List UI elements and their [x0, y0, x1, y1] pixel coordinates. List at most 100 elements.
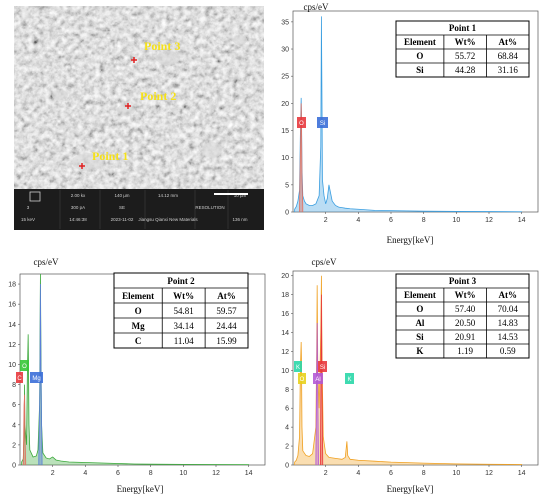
table-cell: 68.84 — [498, 51, 519, 61]
x-tick-label: 6 — [389, 217, 393, 224]
sem-info-value: 140 µm — [114, 193, 129, 198]
y-tick-label: 10 — [8, 362, 16, 369]
x-tick-label: 6 — [389, 470, 393, 477]
logo-box — [29, 191, 41, 202]
y-tick-label: 20 — [281, 101, 289, 108]
element-label: O — [299, 121, 304, 127]
table-header: At% — [217, 291, 236, 301]
y-tick-label: 4 — [285, 425, 289, 432]
table-cell: 14.53 — [498, 332, 519, 342]
point-2-label: Point 2 — [140, 89, 176, 103]
x-tick-label: 8 — [422, 470, 426, 477]
table-cell: 24.44 — [216, 321, 237, 331]
spectrum-series — [294, 275, 523, 466]
y-axis-label: cps/eV — [34, 257, 59, 267]
sem-image — [14, 6, 264, 189]
table-cell: K — [416, 346, 423, 356]
x-tick-label: 2 — [324, 470, 328, 477]
scale-bar — [214, 193, 248, 195]
element-label: Mg — [32, 376, 40, 382]
table-cell: 55.72 — [455, 51, 475, 61]
element-label-box — [317, 117, 328, 128]
y-tick-label: 5 — [285, 182, 289, 189]
y-tick-label: 16 — [8, 302, 16, 309]
table-cell: 1.19 — [457, 346, 473, 356]
element-label-box — [313, 373, 323, 384]
sem-info-value: 15 keV — [21, 217, 35, 222]
table-header: At% — [498, 37, 517, 47]
sem-info-bar — [14, 189, 264, 230]
table-cell: O — [135, 306, 142, 316]
table-cell: 14.83 — [498, 318, 519, 328]
x-tick-label: 14 — [518, 217, 526, 224]
y-tick-label: 18 — [8, 282, 16, 289]
element-label: K — [347, 377, 351, 383]
y-tick-label: 4 — [12, 422, 16, 429]
table-title: Point 3 — [449, 276, 477, 286]
table-cell: O — [416, 304, 423, 314]
x-axis-label: Energy[keV] — [387, 235, 434, 245]
y-tick-label: 10 — [281, 155, 289, 162]
y-tick-label: 35 — [281, 19, 289, 26]
sem-info-value: 14:46:38 — [69, 217, 87, 222]
x-tick-label: 12 — [212, 470, 220, 477]
table-cell: 59.57 — [216, 306, 237, 316]
x-tick-label: 2 — [324, 217, 328, 224]
table-cell: 57.40 — [455, 304, 476, 314]
x-tick-label: 8 — [149, 470, 153, 477]
table-cell: Mg — [132, 321, 145, 331]
table-header: Wt% — [455, 290, 476, 300]
table-header: Element — [404, 290, 436, 300]
element-label: Si — [320, 365, 325, 371]
sem-info-value: 300 pA — [71, 205, 85, 210]
y-tick-label: 14 — [8, 322, 16, 329]
x-tick-label: 8 — [422, 217, 426, 224]
y-tick-label: 25 — [281, 74, 289, 81]
x-tick-label: 14 — [518, 470, 526, 477]
composition-table: Point 2 Element Wt% At% O 54.81 59.57 Mg 34.14 24… — [113, 272, 249, 349]
element-label-box — [297, 117, 306, 128]
table-cell: 54.81 — [174, 306, 194, 316]
x-tick-label: 14 — [245, 470, 253, 477]
element-label-box — [318, 361, 327, 372]
y-tick-label: 18 — [281, 292, 289, 299]
element-label: Si — [320, 121, 325, 127]
y-tick-label: 14 — [281, 330, 289, 337]
table-cell: Al — [415, 318, 424, 328]
table-header: Element — [122, 291, 154, 301]
element-label-box — [30, 372, 43, 383]
y-tick-label: 20 — [281, 273, 289, 280]
x-tick-label: 6 — [116, 470, 120, 477]
y-tick-label: 0 — [285, 210, 289, 217]
sem-info-value: 3 — [27, 205, 30, 210]
table-cell: 20.91 — [455, 332, 475, 342]
x-axis-label: Energy[keV] — [387, 484, 434, 494]
sem-info-value: Jiangsu Qianxi New Materials — [138, 217, 198, 222]
y-tick-label: 0 — [285, 463, 289, 470]
element-label-box — [16, 372, 23, 383]
y-axis-label: cps/eV — [304, 2, 329, 12]
sem-info-value: RESOLUTION — [195, 205, 224, 210]
table-header: Wt% — [173, 291, 194, 301]
sem-info-value: 14.12 mm — [158, 193, 178, 198]
spectrum-3: 0 2 4 6 8 10 12 14 16 18 20 2 4 6 8 10 12 14 cps/eV Energy[… — [281, 257, 539, 494]
x-tick-label: 2 — [51, 470, 55, 477]
y-tick-label: 0 — [12, 463, 16, 470]
y-tick-label: 12 — [8, 342, 16, 349]
element-label: O — [22, 364, 27, 370]
y-axis-label: cps/eV — [312, 257, 337, 267]
element-label-box — [345, 373, 354, 384]
table-cell: 34.14 — [174, 321, 195, 331]
table-cell: C — [135, 336, 142, 346]
table-cell: 70.04 — [498, 304, 519, 314]
table-cell: 44.28 — [455, 65, 476, 75]
x-axis-label: Energy[keV] — [117, 484, 164, 494]
table-cell: 0.59 — [500, 346, 516, 356]
element-label: K — [296, 365, 300, 371]
y-tick-label: 10 — [281, 368, 289, 375]
y-tick-label: 15 — [281, 128, 289, 135]
x-tick-label: 4 — [83, 470, 87, 477]
table-header: Wt% — [455, 37, 476, 47]
table-title: Point 1 — [449, 23, 477, 33]
